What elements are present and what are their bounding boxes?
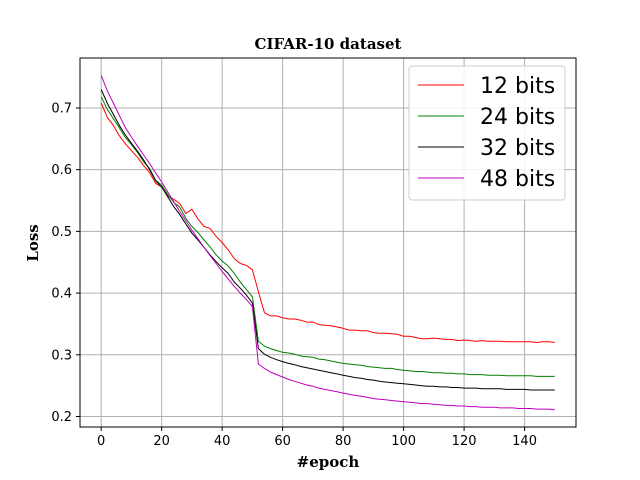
legend-box <box>408 65 566 201</box>
chart-title: CIFAR-10 dataset <box>255 35 402 53</box>
legend: 12 bits 24 bits 32 bits 48 bits <box>408 65 566 201</box>
y-tick-label: 0.2 <box>51 410 72 425</box>
y-tick-label: 0.5 <box>51 225 72 240</box>
plot-frame <box>79 57 577 428</box>
legend-label: 48 bits <box>480 167 555 192</box>
x-axis-label: #epoch <box>297 453 360 471</box>
x-tick-label: 40 <box>214 434 231 449</box>
series-line-48-bits <box>100 75 555 411</box>
legend-label: 32 bits <box>480 136 555 161</box>
x-tick-label: 0 <box>97 434 105 449</box>
x-tick-label: 100 <box>391 434 416 449</box>
x-tick-label: 60 <box>274 434 291 449</box>
legend-label: 12 bits <box>480 74 555 99</box>
y-tick-label: 0.4 <box>51 287 72 302</box>
ticks: 0 20 40 60 80 100 120 140 0.2 0.3 0.4 0.5 0.6 0.7 <box>51 101 537 449</box>
x-tick-label: 20 <box>153 434 170 449</box>
x-tick-label: 120 <box>452 434 477 449</box>
x-tick-label: 80 <box>335 434 352 449</box>
series-line-24-bits <box>100 96 555 377</box>
x-tick-label: 140 <box>512 434 537 449</box>
series-line-32-bits <box>100 89 555 391</box>
y-tick-label: 0.3 <box>51 348 72 363</box>
legend-label: 24 bits <box>480 105 555 130</box>
y-axis-label: Loss <box>24 224 42 261</box>
series-line-12-bits <box>100 102 555 343</box>
series-group <box>100 75 555 411</box>
y-tick-label: 0.6 <box>51 163 72 178</box>
y-tick-label: 0.7 <box>51 101 72 116</box>
